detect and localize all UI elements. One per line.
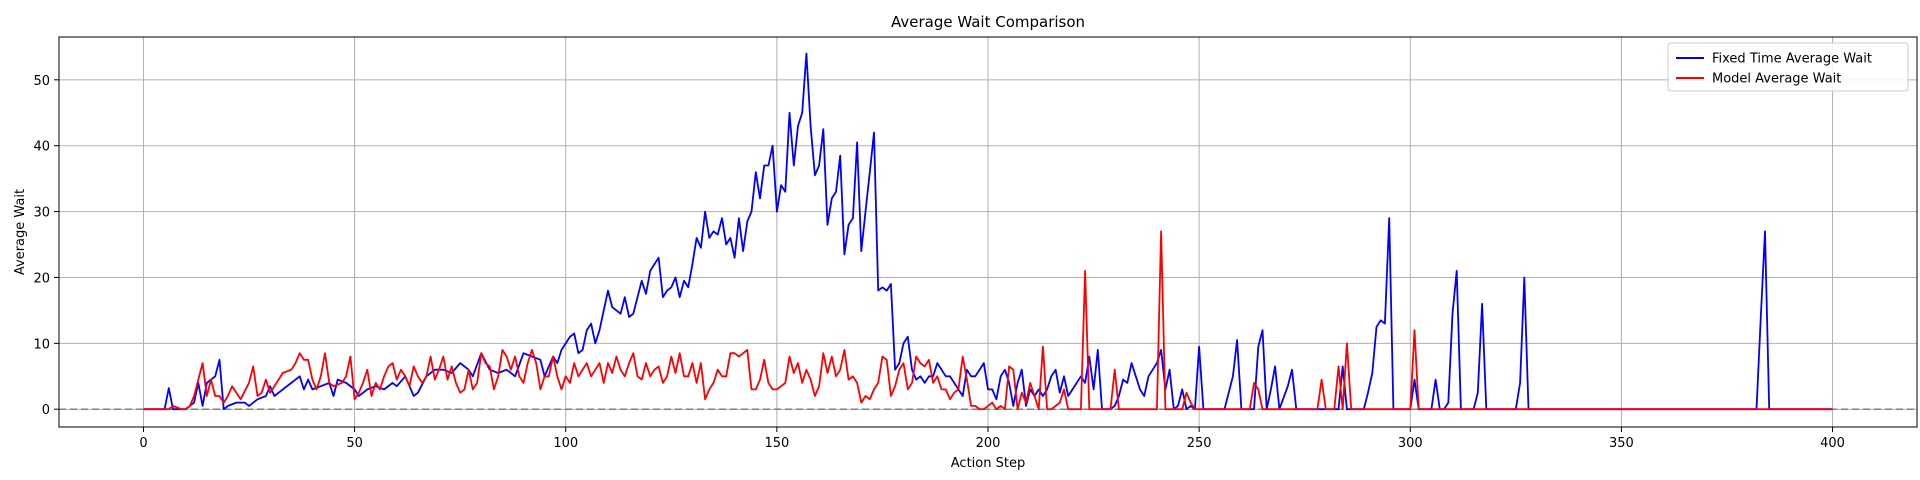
y-axis-label: Average Wait: [13, 189, 28, 275]
y-axis-ticks: 0 10 20 30 40 50: [33, 74, 59, 418]
x-tick-label: 400: [1820, 436, 1845, 451]
x-axis-ticks: 0 50 100 150 200 250 300 350 400: [139, 427, 1845, 451]
x-tick-label: 200: [976, 436, 1001, 451]
x-tick-label: 0: [139, 436, 147, 451]
legend: Fixed Time Average Wait Model Average Wai…: [1667, 42, 1909, 92]
y-tick-label: 30: [33, 206, 50, 221]
y-tick-label: 40: [33, 140, 50, 155]
legend-entry-label: Fixed Time Average Wait: [1712, 52, 1872, 67]
legend-entry-label: Model Average Wait: [1712, 72, 1841, 87]
y-tick-label: 0: [42, 403, 50, 418]
x-tick-label: 350: [1609, 436, 1634, 451]
y-tick-label: 10: [33, 337, 50, 352]
x-tick-label: 300: [1398, 436, 1423, 451]
x-tick-label: 250: [1187, 436, 1212, 451]
x-axis-label: Action Step: [951, 456, 1025, 471]
legend-box: [1667, 42, 1909, 92]
x-tick-label: 100: [553, 436, 578, 451]
series-layer: [143, 52, 1833, 411]
y-tick-label: 50: [33, 74, 50, 89]
x-tick-label: 50: [346, 436, 363, 451]
y-tick-label: 20: [33, 271, 50, 286]
x-tick-label: 150: [764, 436, 789, 451]
chart-title: Average Wait Comparison: [891, 13, 1085, 31]
series-line-fixed-time: [143, 52, 1833, 411]
series-line-model: [143, 230, 1833, 411]
